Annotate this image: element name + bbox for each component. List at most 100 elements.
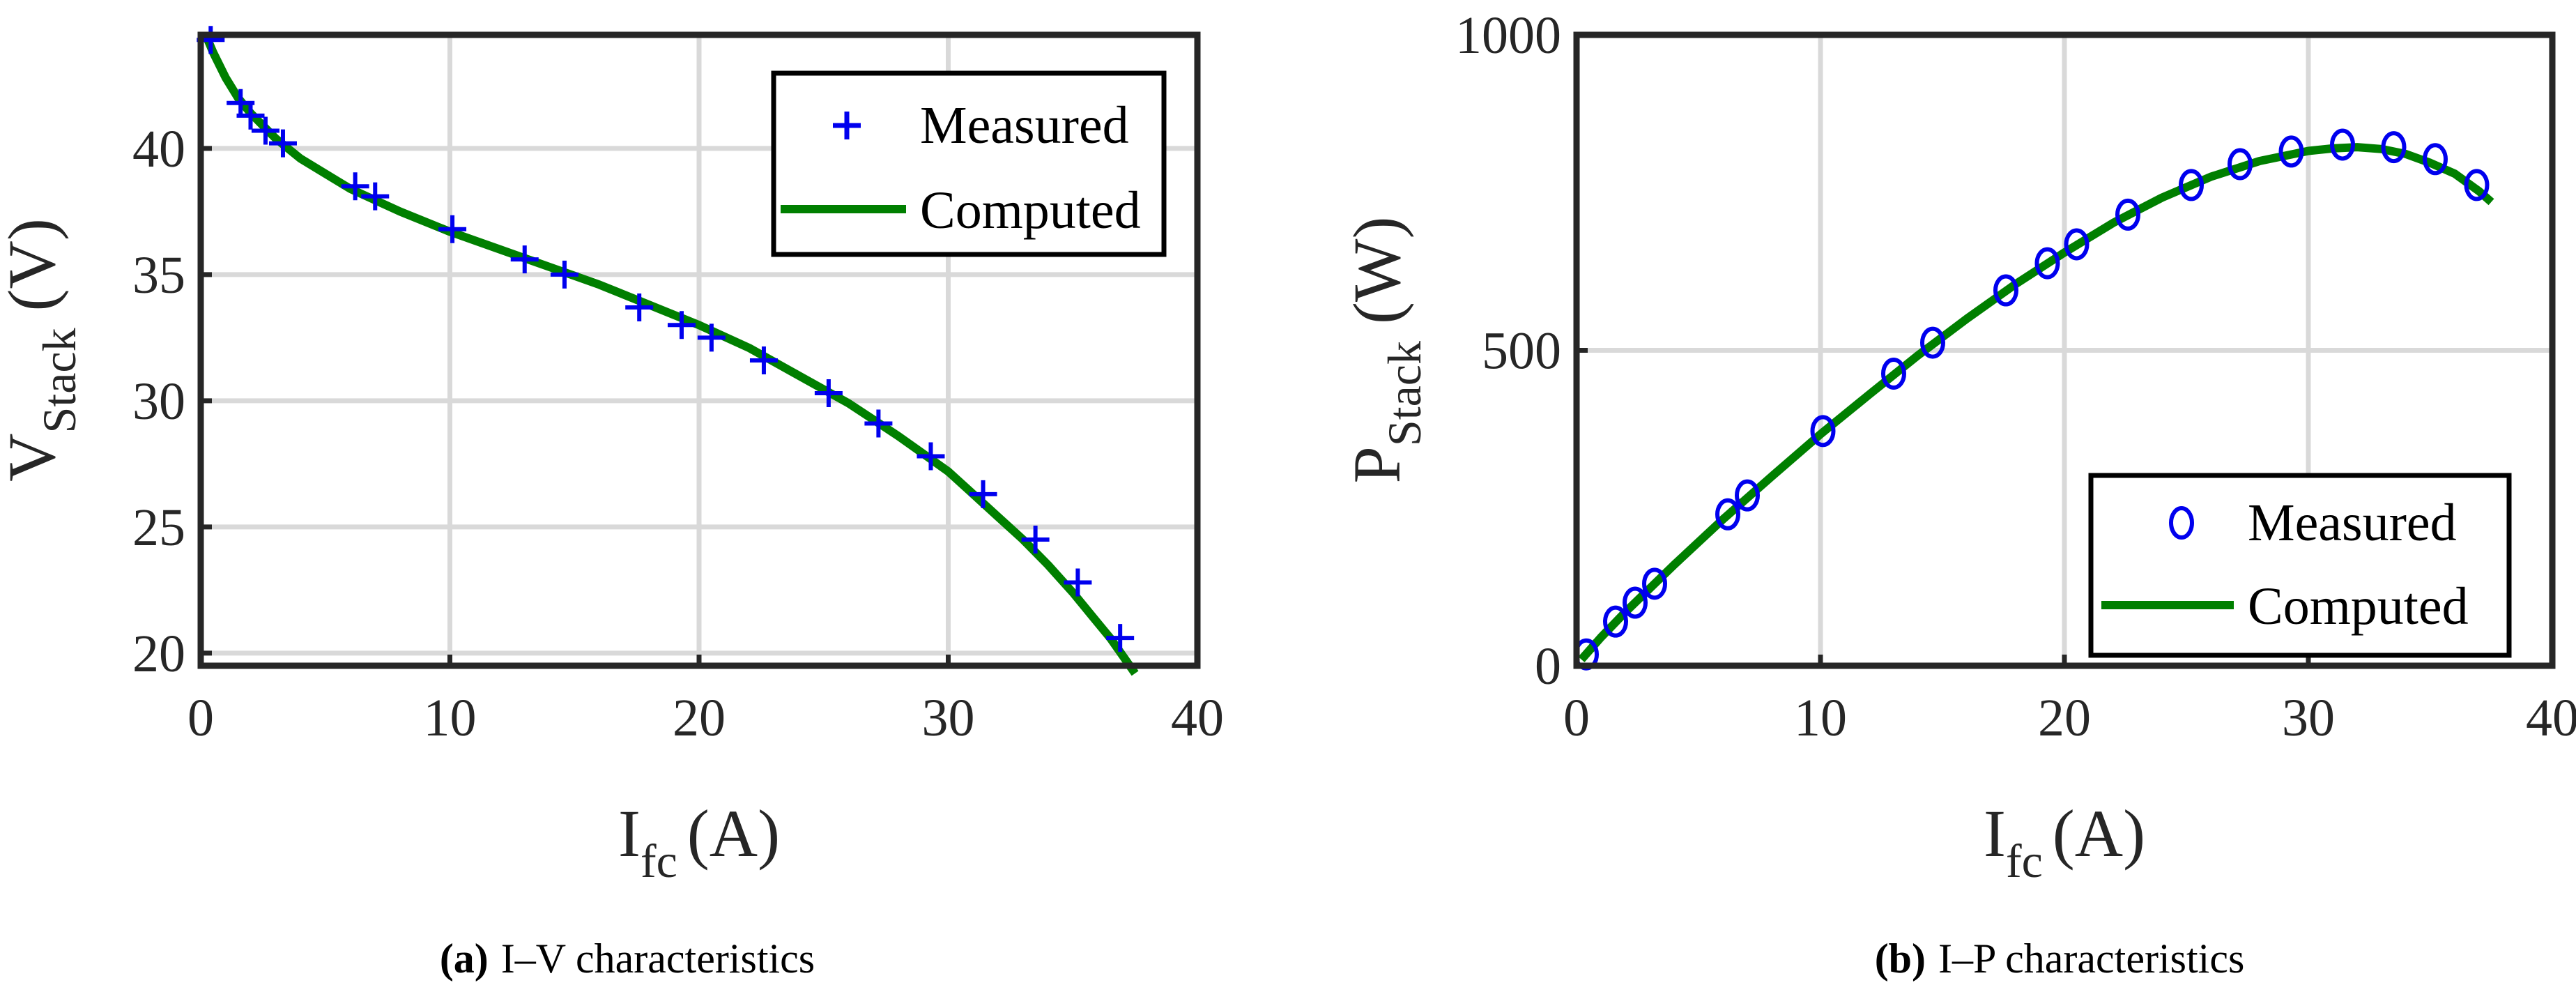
chart-a-measured-point xyxy=(341,172,369,201)
chart-a-measured-point xyxy=(625,293,654,321)
chart-a-caption-label: (a) xyxy=(440,936,489,982)
chart-a-x-tick-label: 20 xyxy=(673,689,726,747)
chart-a-x-label-unit: (A) xyxy=(687,796,780,871)
chart-a-y-tick-label: 40 xyxy=(132,120,185,178)
chart-a-x-ticks: 0 10 20 30 40 xyxy=(187,655,1224,747)
chart-b-legend: Measured Computed xyxy=(2088,473,2512,658)
chart-a-measured-point xyxy=(251,116,279,145)
chart-a-measured-point xyxy=(236,101,265,130)
chart-a-x-label-sub: fc xyxy=(641,834,677,887)
chart-b-measured-point xyxy=(1623,586,1648,619)
chart-b-caption-label: (b) xyxy=(1875,936,1926,982)
chart-b-y-label-main: P xyxy=(1340,446,1414,483)
chart-b-measured-point xyxy=(2381,131,2407,164)
chart-b-y-axis-label: PStack (W) xyxy=(1340,216,1431,483)
chart-b-y-tick-label: 1000 xyxy=(1455,6,1561,65)
chart-b-measured-point xyxy=(2064,228,2090,261)
chart-b-frame xyxy=(1573,31,2556,669)
chart-b-measured-point xyxy=(2330,128,2355,161)
chart-b-measured-point xyxy=(2464,169,2490,201)
chart-b-x-tick-label: 0 xyxy=(1563,689,1590,747)
chart-a-measured-point xyxy=(749,346,778,374)
chart-a-measured-point xyxy=(1064,568,1092,597)
chart-b-y-tick-label: 0 xyxy=(1535,637,1561,696)
chart-a-frame xyxy=(197,31,1201,669)
chart-a-measured-point xyxy=(969,480,997,508)
chart-a-y-label-sub: Stack xyxy=(33,328,86,433)
chart-a-legend-label-computed: Computed xyxy=(920,181,1141,240)
chart-b-measured-point xyxy=(2228,148,2253,181)
chart-a-measured-point xyxy=(864,409,893,438)
chart-a-y-tick-label: 30 xyxy=(132,372,185,431)
chart-b-measured-point xyxy=(2423,143,2448,176)
chart-b-measured-point xyxy=(2034,247,2060,280)
chart-b-y-ticks: 0 500 1000 xyxy=(1455,6,1588,696)
chart-a-measured-point xyxy=(697,323,726,352)
chart-a-y-axis-label: VStack (V) xyxy=(0,218,86,482)
chart-a-legend-label-measured: Measured xyxy=(920,96,1129,155)
chart-a-legend-box xyxy=(771,70,1167,257)
chart-b-measured-point xyxy=(1810,415,1836,448)
chart-a-measured-point xyxy=(814,379,843,408)
chart-b-y-label-sub: Stack xyxy=(1378,341,1431,446)
chart-b-x-ticks: 0 10 20 30 40 xyxy=(1563,655,2576,747)
chart-b-computed-line xyxy=(1578,143,2494,662)
chart-a-y-tick-label: 25 xyxy=(132,498,185,557)
chart-a-measured-point xyxy=(1106,624,1135,653)
chart-a-y-label-unit: (V) xyxy=(0,218,69,311)
chart-a-measured-point xyxy=(438,215,467,243)
chart-a-legend-marker-measured xyxy=(833,112,861,139)
chart-a-y-tick-label: 20 xyxy=(132,625,185,683)
chart-b-measured-point xyxy=(1642,567,1667,600)
chart-b-measured-point xyxy=(1603,605,1628,638)
chart-a-measured-point xyxy=(917,442,945,471)
chart-b-measured-point xyxy=(1993,274,2018,307)
chart-a-x-tick-label: 10 xyxy=(424,689,477,747)
chart-a-caption: (a) I–V characteristics xyxy=(440,936,815,982)
chart-a-x-tick-label: 40 xyxy=(1171,689,1224,747)
chart-b-x-tick-label: 40 xyxy=(2526,689,2576,747)
chart-b-y-label-unit: (W) xyxy=(1340,216,1414,324)
chart-b-x-label-unit: (A) xyxy=(2053,796,2145,871)
chart-b-legend-box xyxy=(2088,473,2512,658)
chart-a-measured-point xyxy=(667,311,696,339)
chart-b-x-axis-label: Ifc (A) xyxy=(1984,796,2145,887)
chart-b-x-tick-label: 30 xyxy=(2282,689,2335,747)
chart-b-legend-marker-measured xyxy=(2169,506,2194,540)
chart-a-measured-point xyxy=(550,260,578,289)
chart-a-measured-point xyxy=(510,245,539,274)
chart-b-caption: (b) I–P characteristics xyxy=(1875,936,2245,982)
chart-b-x-label-sub: fc xyxy=(2006,834,2043,887)
chart-a: 0 10 20 30 40 20 25 30 35 40 Measured Computed I… xyxy=(0,26,1224,982)
chart-a-y-tick-label: 35 xyxy=(132,246,185,305)
chart-b-legend-label-computed: Computed xyxy=(2248,577,2469,636)
chart-b-x-tick-label: 10 xyxy=(1794,689,1847,747)
chart-a-legend: Measured Computed xyxy=(771,70,1167,257)
chart-a-x-label-main: I xyxy=(618,796,641,871)
chart-b-measured-point xyxy=(2115,198,2140,231)
chart-a-measured-point xyxy=(1021,526,1050,554)
chart-a-x-axis-label: Ifc (A) xyxy=(618,796,780,887)
chart-b-x-tick-label: 20 xyxy=(2038,689,2091,747)
chart-a-x-tick-label: 30 xyxy=(922,689,975,747)
chart-b-measured-point xyxy=(2278,135,2304,168)
chart-b-measured-point xyxy=(1735,479,1760,512)
chart-b: 0 10 20 30 40 0 500 1000 Measured Computed Ifc… xyxy=(1340,6,2576,982)
chart-b-y-tick-label: 500 xyxy=(1482,322,1561,381)
chart-a-y-label-main: V xyxy=(0,434,69,482)
chart-a-measured-point xyxy=(268,129,297,158)
chart-b-measured-point xyxy=(1920,326,1945,359)
chart-a-y-ticks: 20 25 30 35 40 xyxy=(132,120,212,683)
chart-a-series xyxy=(197,26,1139,676)
chart-a-measured-point xyxy=(361,182,390,211)
chart-b-legend-label-measured: Measured xyxy=(2248,494,2457,552)
chart-b-measured-point xyxy=(2179,169,2204,201)
chart-a-caption-text: I–V characteristics xyxy=(501,936,815,982)
chart-b-series xyxy=(1574,128,2494,671)
chart-b-x-label-main: I xyxy=(1984,796,2006,871)
chart-a-x-tick-label: 0 xyxy=(187,689,214,747)
chart-b-measured-point xyxy=(1715,498,1740,531)
chart-b-caption-text: I–P characteristics xyxy=(1938,936,2244,982)
chart-b-measured-point xyxy=(1881,357,1906,390)
